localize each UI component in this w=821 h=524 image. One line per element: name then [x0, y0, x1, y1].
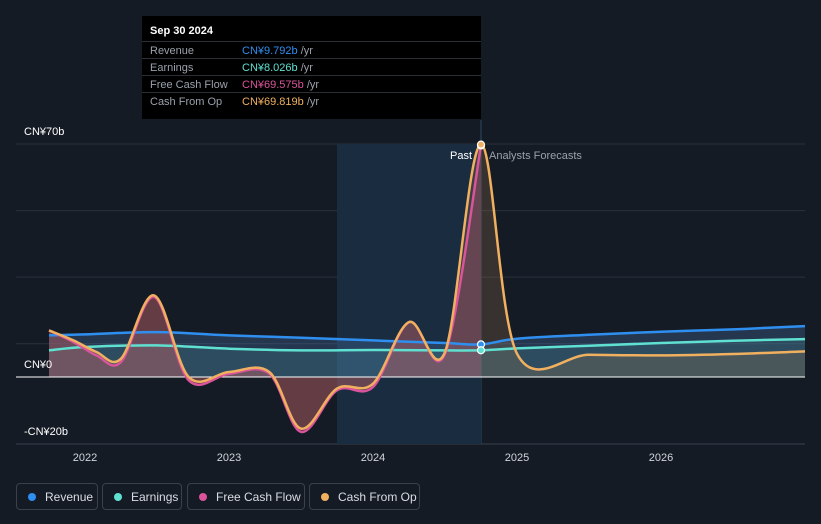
tooltip-value: CN¥69.575b /yr — [242, 79, 320, 91]
x-tick-2025: 2025 — [504, 452, 530, 464]
tooltip-label: Revenue — [150, 45, 195, 57]
revenue-area — [49, 326, 805, 377]
legend-label: Earnings — [131, 489, 179, 504]
forecast-label: Analysts Forecasts — [489, 150, 582, 162]
tooltip-label: Earnings — [150, 62, 194, 74]
series-lines — [16, 143, 806, 434]
tooltip-date: Sep 30 2024 — [150, 25, 213, 37]
legend-item-free-cash-flow[interactable]: Free Cash Flow — [187, 483, 305, 510]
tooltip-value: CN¥9.792b /yr — [242, 45, 313, 57]
y-axis-label-zero: CN¥0 — [24, 359, 53, 371]
tooltip-row-earnings: Earnings CN¥8.026b /yr — [142, 58, 481, 76]
earnings-dot-icon — [114, 492, 122, 501]
hover-markers — [476, 140, 486, 355]
legend-item-revenue[interactable]: Revenue — [16, 483, 98, 510]
legend-item-earnings[interactable]: Earnings — [102, 483, 182, 510]
tooltip-row-revenue: Revenue CN¥9.792b /yr — [142, 41, 481, 59]
cash-from-op-marker — [476, 140, 486, 149]
tooltip: Sep 30 2024 Revenue CN¥9.792b /yr Earnin… — [142, 16, 481, 119]
cash-from-op-area — [49, 144, 805, 429]
legend-label: Free Cash Flow — [216, 489, 301, 504]
legend-label: Cash From Op — [338, 489, 417, 504]
revenue-line — [48, 324, 806, 346]
earnings-area — [49, 339, 805, 377]
x-tick-2022: 2022 — [72, 452, 98, 464]
tooltip-label: Cash From Op — [150, 96, 223, 108]
tooltip-value: CN¥69.819b /yr — [242, 96, 320, 108]
cash-from-op-dot-icon — [321, 492, 329, 501]
y-axis-label-top: CN¥70b — [24, 126, 65, 138]
legend-item-cash-from-op[interactable]: Cash From Op — [309, 483, 420, 510]
x-tick-2024: 2024 — [360, 452, 386, 464]
earnings-marker — [476, 346, 486, 355]
cash-from-op-line — [48, 143, 806, 430]
revenue-dot-icon — [28, 492, 36, 501]
y-axis-label-bottom: -CN¥20b — [24, 426, 69, 438]
x-tick-2023: 2023 — [216, 452, 242, 464]
tooltip-row-free-cash-flow: Free Cash Flow CN¥69.575b /yr — [142, 75, 481, 93]
series-fills — [49, 144, 805, 433]
x-tick-2026: 2026 — [648, 452, 674, 464]
free-cash-flow-dot-icon — [199, 492, 207, 501]
tooltip-row-cash-from-op: Cash From Op CN¥69.819b /yr — [142, 92, 481, 110]
free-cash-flow-area — [49, 145, 481, 433]
tooltip-label: Free Cash Flow — [150, 79, 228, 91]
legend-label: Revenue — [45, 489, 94, 504]
tooltip-value: CN¥8.026b /yr — [242, 62, 313, 74]
past-label: Past — [450, 150, 473, 162]
